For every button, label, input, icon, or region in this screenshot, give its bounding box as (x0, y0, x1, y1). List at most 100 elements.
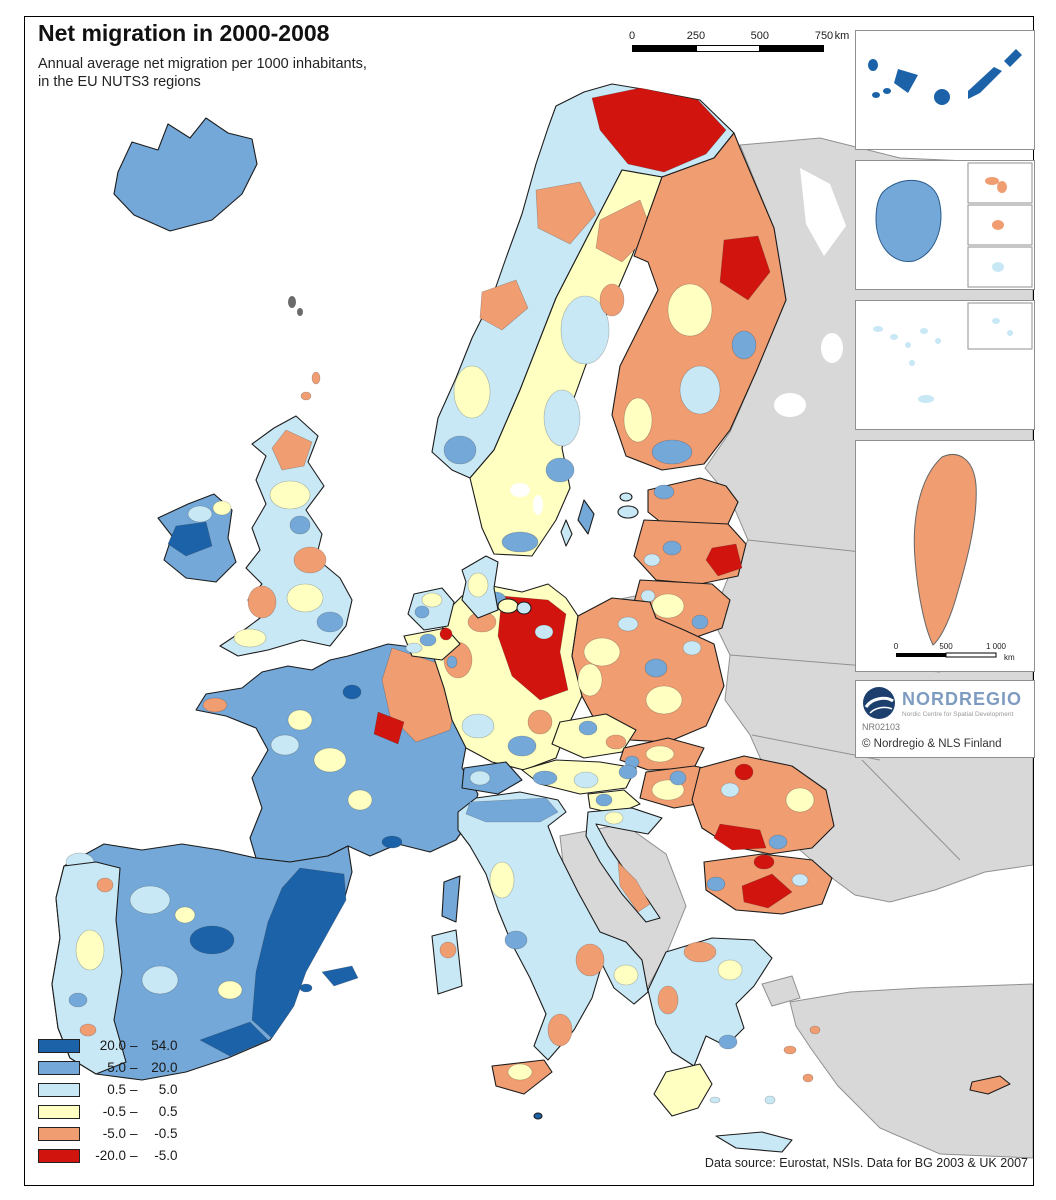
gotland (577, 499, 595, 535)
legend-min: -20.0 (95, 1148, 126, 1163)
funen (516, 601, 532, 615)
copyright-note: © Nordregio & NLS Finland (862, 738, 1002, 750)
region-romania (691, 755, 835, 855)
region-italy (431, 791, 649, 1120)
legend-dash: – (130, 1038, 138, 1053)
legend-swatch (38, 1038, 80, 1053)
malta (533, 1112, 543, 1120)
guadeloupe (985, 177, 999, 185)
scale-tick: 500 (750, 30, 770, 42)
legend-dash: – (130, 1082, 138, 1097)
subtitle-line-1: Annual average net migration per 1000 in… (38, 56, 367, 72)
region-norway (431, 83, 735, 479)
legend-min: -5.0 (102, 1126, 126, 1141)
legend: 20.0 – 54.0 5.0 – 20.0 0.5 – 5.0 -0.5 – … (38, 1038, 178, 1170)
scale-tick: 0 (628, 30, 636, 42)
region-baltic-islands (560, 499, 595, 547)
legend-swatch (38, 1082, 80, 1097)
legend-min: 5.0 (107, 1060, 126, 1075)
scale-segment (760, 46, 824, 51)
scale-bar-graphic (632, 45, 824, 52)
region-denmark (461, 555, 532, 619)
ibiza (299, 983, 313, 993)
logo-code: NR02103 (862, 722, 901, 732)
map-title: Net migration in 2000-2008 (38, 20, 330, 46)
legend-min: 20.0 (99, 1038, 126, 1053)
eu-regions (51, 83, 1011, 1153)
legend-dash: – (130, 1104, 138, 1119)
logo-tagline: Nordic Centre for Spatial Development (902, 710, 1014, 718)
region-czechia (551, 713, 637, 759)
lake-ladoga (774, 393, 806, 417)
mallorca (321, 965, 359, 987)
hiiumaa (619, 492, 633, 502)
nordregio-logo-box: NORDREGIO Nordic Centre for Spatial Deve… (855, 680, 1035, 758)
legend-max: 20.0 (151, 1060, 178, 1075)
legend-max: 54.0 (151, 1038, 178, 1053)
greenland-map: 0 500 1 000 km (894, 454, 1015, 662)
aegean-island (709, 1096, 721, 1104)
region-switzerland (461, 761, 523, 795)
inset-canary-islands (855, 30, 1035, 150)
orkney-islands (300, 391, 312, 401)
region-united-kingdom (219, 371, 353, 657)
legend-max: -0.5 (154, 1126, 178, 1141)
region-finland (611, 132, 787, 471)
scale-bar-labels: 0 250 500 750 km (628, 30, 849, 43)
french-guiana-map (875, 162, 1033, 288)
legend-min: -0.5 (102, 1104, 126, 1119)
aegean-island (802, 1073, 814, 1083)
peloponnese (653, 1063, 713, 1117)
aegean-island (809, 1025, 821, 1035)
region-slovakia (619, 737, 705, 771)
region-turkey (789, 983, 1034, 1159)
legend-dash: – (130, 1148, 138, 1163)
legend-swatch (38, 1104, 80, 1119)
inset-scale-bar: 0 500 1 000 km (894, 642, 1015, 662)
white-sea (800, 168, 846, 256)
lake-vanern (510, 483, 530, 497)
region-cyprus (969, 1075, 1011, 1095)
legend-row: 0.5 – 5.0 (38, 1082, 178, 1097)
sardinia (431, 929, 463, 995)
guadeloupe (997, 181, 1007, 193)
region-sweden (469, 169, 663, 557)
region-france (195, 643, 479, 923)
legend-dash: – (130, 1060, 138, 1075)
legend-min: 0.5 (107, 1082, 126, 1097)
map-subtitle: Annual average net migration per 1000 in… (38, 55, 367, 91)
region-bulgaria (703, 853, 833, 915)
legend-row: 5.0 – 20.0 (38, 1060, 178, 1075)
legend-max: -5.0 (154, 1148, 178, 1163)
legend-swatch (38, 1148, 80, 1163)
inset-scale-tick: 1 000 (986, 642, 1007, 651)
nordregio-globe-icon (863, 687, 895, 719)
legend-swatch (38, 1060, 80, 1075)
scale-segment (695, 46, 761, 51)
region-austria (521, 759, 638, 795)
aegean-island (764, 1095, 776, 1105)
legend-max: 5.0 (158, 1082, 178, 1097)
lake-onega (821, 333, 843, 363)
legend-row: 20.0 – 54.0 (38, 1038, 178, 1053)
canary-islands-map (868, 49, 1022, 105)
legend-row: -20.0 – -5.0 (38, 1148, 178, 1163)
region-belgium-luxembourg (403, 627, 461, 669)
legend-max: 0.5 (158, 1104, 178, 1119)
region-iceland (113, 117, 258, 232)
inset-scale-unit: km (1004, 653, 1015, 662)
inset-scale-tick: 0 (894, 642, 899, 651)
corsica (441, 875, 461, 923)
logo-text: NORDREGIO (902, 688, 1023, 709)
saaremaa (617, 505, 639, 519)
scale-segment (633, 46, 696, 51)
region-turkey-thrace (761, 975, 801, 1007)
inset-azores-madeira (855, 300, 1035, 430)
scale-unit: km (834, 30, 850, 42)
region-portugal (51, 861, 127, 1075)
martinique (992, 220, 1004, 230)
crete (715, 1131, 793, 1153)
luxembourg (446, 655, 458, 669)
legend-row: -0.5 – 0.5 (38, 1104, 178, 1119)
inset-scale-tick: 500 (939, 642, 953, 651)
